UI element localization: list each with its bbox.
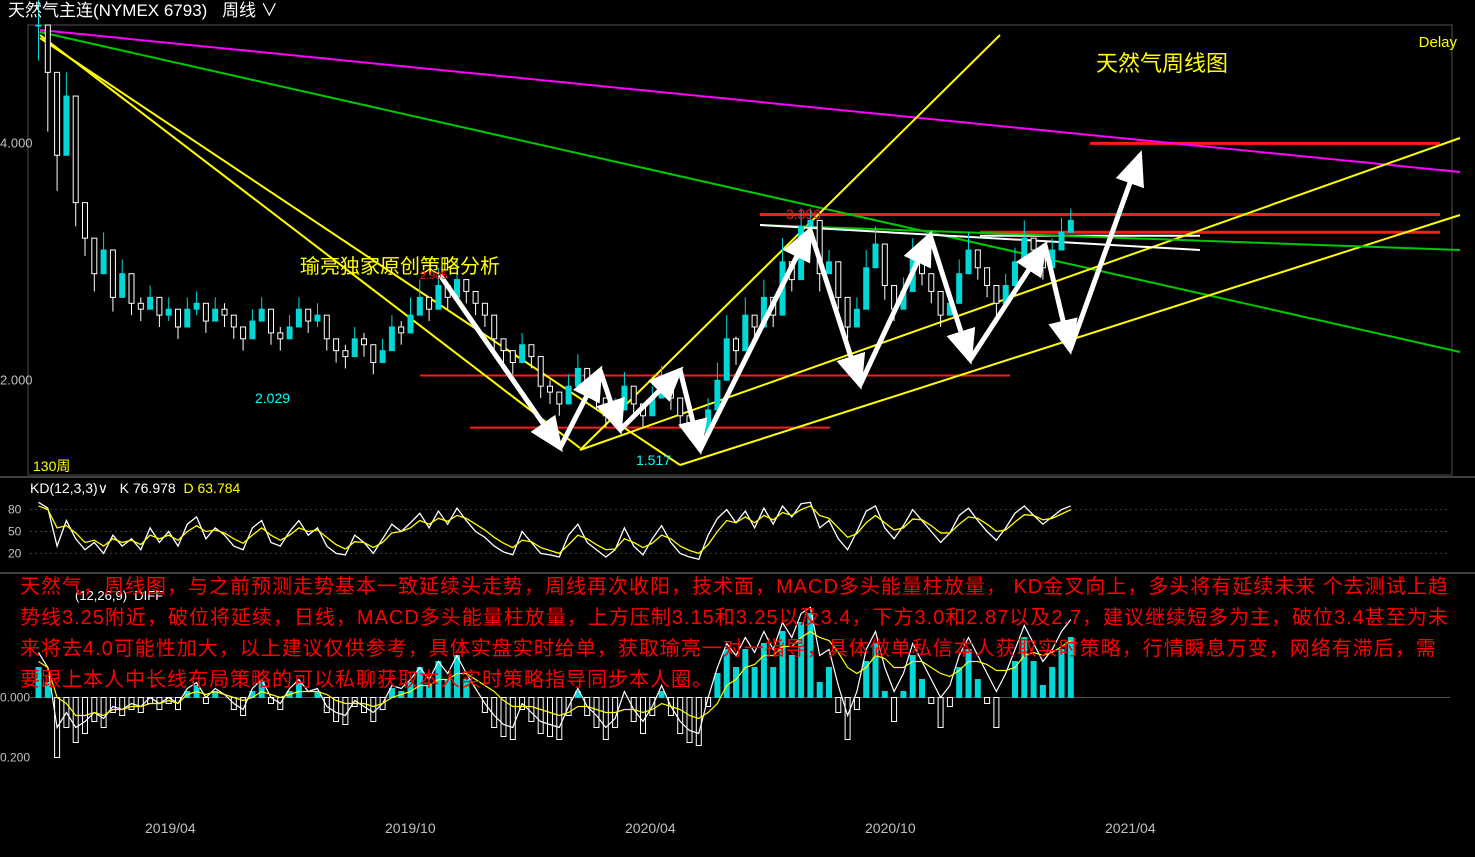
price-annot-low: 2.029 [255,390,290,406]
svg-text:2021/04: 2021/04 [1105,820,1156,836]
symbol-code: (NYMEX 6793) [93,1,207,20]
timeframe-selector[interactable]: 周线 ∨ [222,1,278,20]
analysis-text-overlay: 天然气，周线图，与之前预测走势基本一致延续头走势，周线再次收阳，技术面，MACD… [20,572,1450,696]
price-annot-min: 1.517 [636,452,671,468]
chart-header: 天然气主连(NYMEX 6793) 周线 ∨ [8,0,278,22]
svg-text:2.000: 2.000 [0,372,33,387]
chevron-down-icon: ∨ [98,480,108,496]
kd-indicator-label[interactable]: KD(12,3,3)∨ K 76.978 D 63.784 [30,480,240,497]
chart-canvas[interactable]: 4.000 2.000 2019/04 2019/10 2020/04 2020/10 20… [0,0,1475,857]
svg-text:80: 80 [8,503,22,517]
period-label: 130周 [33,456,70,476]
svg-text:20: 20 [8,546,22,560]
svg-text:2019/10: 2019/10 [385,820,436,836]
chevron-down-icon: ∨ [261,1,278,20]
price-annot-mid: 2.905 [420,270,448,282]
chart-title-overlay: 天然气周线图 [1096,46,1228,78]
analysis-author-overlay: 瑜亮独家原创策略分析 [300,250,500,279]
svg-text:4.000: 4.000 [0,135,33,150]
price-annot-high: 3.396 [786,206,821,222]
delay-indicator: Delay [1419,34,1457,51]
svg-text:2019/04: 2019/04 [145,820,196,836]
svg-text:0.200: 0.200 [0,751,30,765]
chart-root: 天然气主连(NYMEX 6793) 周线 ∨ Delay 天然气周线图 瑜亮独家… [0,0,1475,857]
svg-text:50: 50 [8,525,22,539]
svg-text:2020/10: 2020/10 [865,820,916,836]
symbol-name[interactable]: 天然气主连 [8,1,93,20]
svg-text:2020/04: 2020/04 [625,820,676,836]
